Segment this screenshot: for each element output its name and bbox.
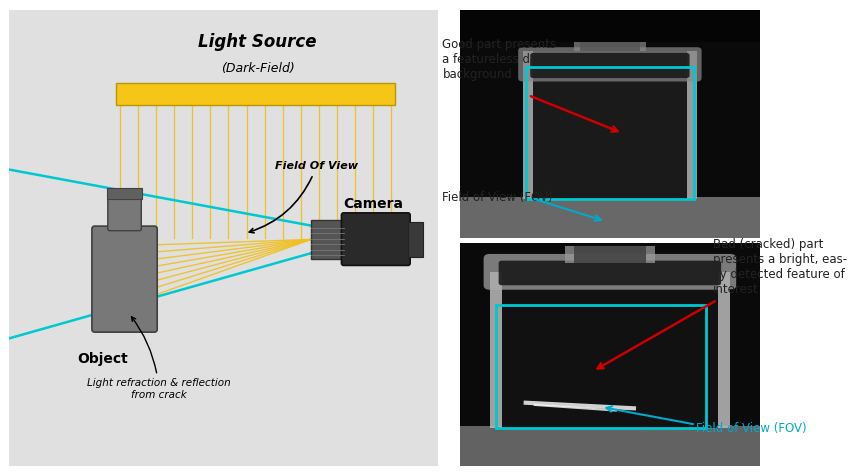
Bar — [718, 272, 730, 428]
Bar — [522, 50, 533, 199]
FancyBboxPatch shape — [530, 53, 690, 78]
Text: Light Source: Light Source — [198, 32, 317, 50]
Text: Light refraction & reflection
from crack: Light refraction & reflection from crack — [87, 317, 231, 400]
Bar — [460, 426, 760, 466]
Bar — [580, 23, 640, 50]
Bar — [502, 272, 718, 428]
Text: Good part presents
a featureless dark
background: Good part presents a featureless dark ba… — [442, 38, 557, 81]
FancyBboxPatch shape — [108, 198, 142, 231]
Bar — [460, 197, 760, 238]
Bar — [533, 50, 686, 199]
FancyBboxPatch shape — [92, 226, 157, 332]
Text: Camera: Camera — [344, 197, 404, 211]
Bar — [565, 246, 655, 263]
Text: Field Of View: Field Of View — [249, 161, 358, 233]
Text: (Dark-Field): (Dark-Field) — [221, 62, 295, 75]
FancyBboxPatch shape — [342, 213, 411, 266]
Bar — [107, 188, 142, 199]
Bar — [312, 220, 344, 258]
Bar — [496, 306, 706, 428]
Bar — [460, 10, 760, 41]
FancyBboxPatch shape — [498, 261, 721, 285]
FancyBboxPatch shape — [484, 254, 736, 290]
Bar — [574, 23, 646, 50]
Bar — [686, 50, 697, 199]
Text: Field of View (FOV): Field of View (FOV) — [442, 191, 553, 204]
Bar — [526, 67, 694, 199]
FancyBboxPatch shape — [518, 47, 702, 81]
Bar — [490, 272, 502, 428]
Text: Field of View (FOV): Field of View (FOV) — [696, 422, 807, 435]
Bar — [574, 246, 646, 263]
Bar — [408, 221, 423, 257]
Text: Object: Object — [77, 352, 129, 366]
Text: Bad (cracked) part
presents a bright, eas-
ily detected feature of
interest: Bad (cracked) part presents a bright, ea… — [713, 238, 847, 296]
Bar — [116, 83, 395, 106]
